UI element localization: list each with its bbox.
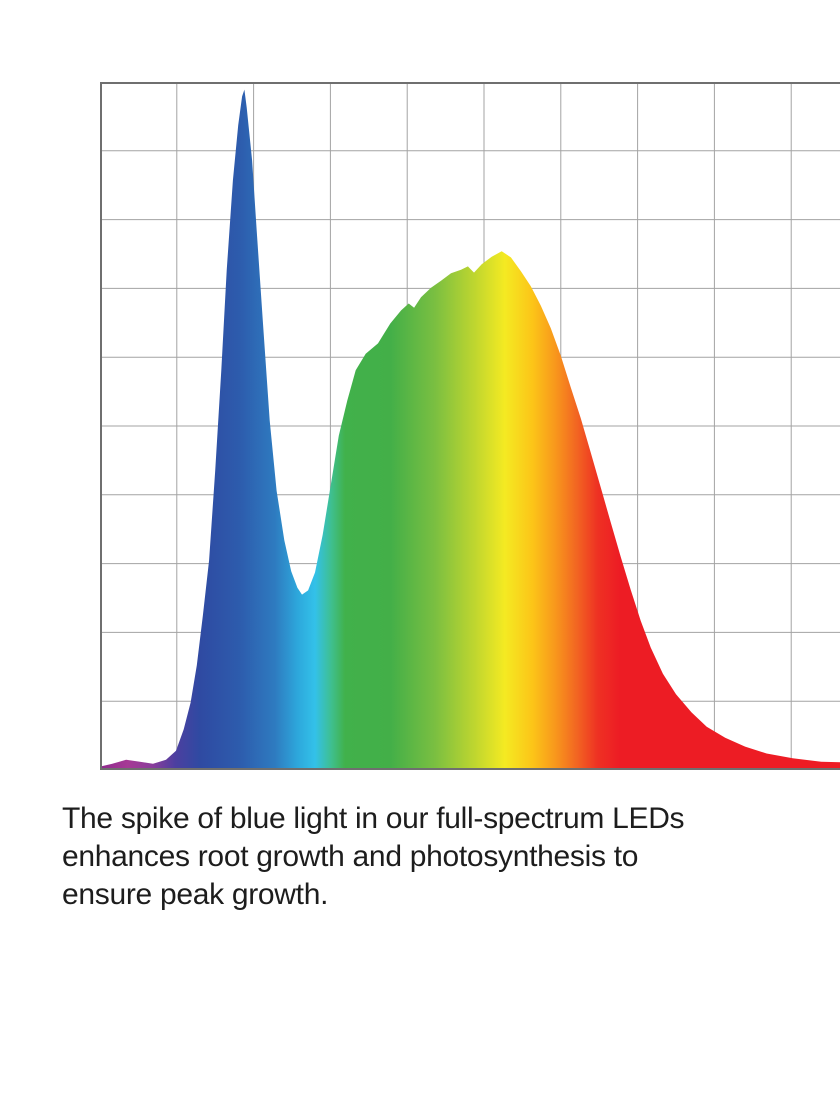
caption-line: The spike of blue light in our full-spec… [62,802,685,835]
caption: The spike of blue light in our full-spec… [62,800,802,914]
spectrum-svg [100,82,840,770]
caption-line: ensure peak growth. [62,878,329,911]
chart-border [100,82,840,770]
spectrum-chart [100,82,840,770]
spectrum-area [100,89,840,770]
caption-line: enhances root growth and photosynthesis … [62,840,639,873]
